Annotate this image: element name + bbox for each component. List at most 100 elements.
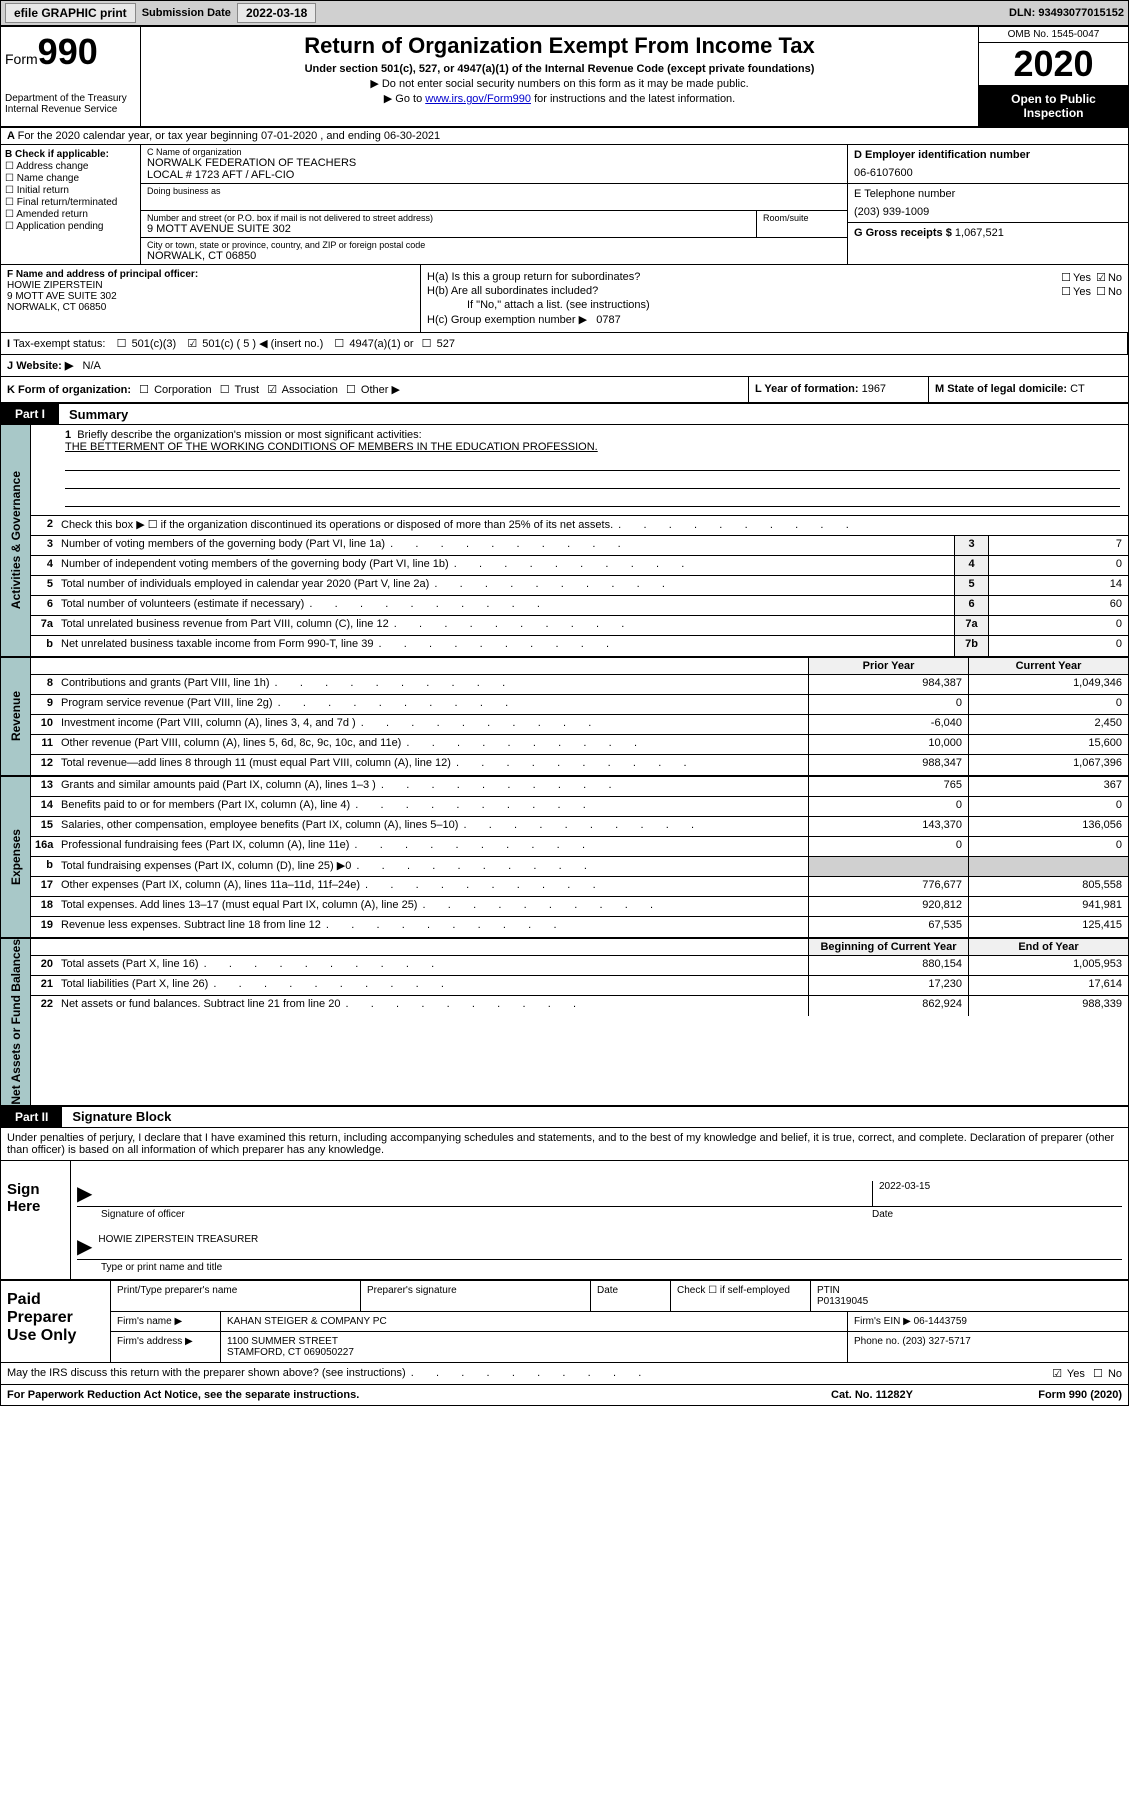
current-year-value: 136,056 [968,817,1128,836]
f-label: F Name and address of principal officer: [7,269,198,280]
note-post: for instructions and the latest informat… [531,93,735,105]
line-value: 14 [988,576,1128,595]
line-desc: Number of voting members of the governin… [57,536,954,555]
line-desc: Salaries, other compensation, employee b… [57,817,808,836]
perjury-statement: Under penalties of perjury, I declare th… [1,1128,1128,1161]
mission-block: 1 Briefly describe the organization's mi… [31,425,1128,516]
summary-line-21: 21 Total liabilities (Part X, line 26) 1… [31,976,1128,996]
ein-label: Firm's EIN ▶ [854,1316,911,1327]
line-num: 22 [31,996,57,1016]
summary-line-2: 2 Check this box ▶ ☐ if the organization… [31,516,1128,536]
efile-button[interactable]: efile GRAPHIC print [5,3,136,23]
current-year-value: 0 [968,837,1128,856]
tax-exempt-status: I Tax-exempt status: 501(c)(3) 501(c) ( … [1,333,1128,354]
submission-date[interactable]: 2022-03-18 [237,3,316,23]
line-desc: Investment income (Part VIII, column (A)… [57,715,808,734]
line-num: b [31,636,57,656]
firm-ein-value: 06-1443759 [914,1316,967,1327]
summary-line-b: b Total fundraising expenses (Part IX, c… [31,857,1128,877]
line-num: 7a [31,616,57,635]
paid-preparer-block: Paid Preparer Use Only Print/Type prepar… [1,1281,1128,1363]
line-num: 8 [31,675,57,694]
k-label: K Form of organization: [7,384,131,396]
chk-other[interactable] [344,384,358,396]
chk-501c[interactable] [185,338,199,350]
chk-initial-return[interactable]: Initial return [5,185,136,196]
line-box: 6 [954,596,988,615]
current-year-value: 1,049,346 [968,675,1128,694]
line-num: 5 [31,576,57,595]
chk-final-return[interactable]: Final return/terminated [5,197,136,208]
signature-label: Signature of officer [101,1209,872,1220]
line-desc: Program service revenue (Part VIII, line… [57,695,808,714]
chk-association[interactable] [265,384,279,396]
chk-trust[interactable] [218,384,232,396]
part-2-title: Signature Block [62,1109,171,1124]
chk-501c3[interactable] [115,338,129,350]
chk-application-pending[interactable]: Application pending [5,221,136,232]
line-num: 6 [31,596,57,615]
discuss-yes[interactable] [1050,1368,1064,1380]
chk-527[interactable] [420,338,434,350]
opt-trust: Trust [234,384,259,396]
paid-body: Print/Type preparer's name Preparer's si… [111,1281,1128,1362]
prior-year-value: -6,040 [808,715,968,734]
hb-note: If "No," attach a list. (see instruction… [427,299,1122,311]
discuss-question: May the IRS discuss this return with the… [7,1367,1050,1380]
form-990-num: 990 [38,31,98,72]
chk-corporation[interactable] [137,384,151,396]
summary-line-19: 19 Revenue less expenses. Subtract line … [31,917,1128,937]
firm-addr2: STAMFORD, CT 069050227 [227,1347,354,1358]
chk-4947[interactable] [332,338,346,350]
ha-yes[interactable] [1059,272,1073,284]
line-box: 5 [954,576,988,595]
col-prior-year: Prior Year [808,658,968,674]
line-num: 4 [31,556,57,575]
org-name-cell: C Name of organization NORWALK FEDERATIO… [141,145,847,184]
officer-name: HOWIE ZIPERSTEIN [7,280,414,291]
org-name-2: LOCAL # 1723 AFT / AFL-CIO [147,169,841,181]
ha-no[interactable] [1094,272,1108,284]
city-label: City or town, state or province, country… [147,240,841,250]
discuss-no[interactable] [1091,1368,1105,1380]
line-num: 2 [31,516,57,535]
e-label: E Telephone number [854,188,955,200]
row-i: I Tax-exempt status: 501(c)(3) 501(c) ( … [1,333,1128,355]
col-current-year: Current Year [968,658,1128,674]
summary-line-13: 13 Grants and similar amounts paid (Part… [31,777,1128,797]
line-num: 16a [31,837,57,856]
line-value: 0 [988,616,1128,635]
org-name: NORWALK FEDERATION OF TEACHERS [147,157,841,169]
dept-irs: Internal Revenue Service [5,104,136,115]
line-value: 7 [988,536,1128,555]
open-inspection: Open to Public Inspection [979,86,1128,126]
street-address: 9 MOTT AVENUE SUITE 302 [147,223,750,235]
j-label: Website: ▶ [16,360,73,372]
firm-addr-label: Firm's address ▶ [111,1332,221,1362]
tax-year: 2020 [979,43,1128,86]
type-name-label: Type or print name and title [77,1262,1122,1273]
gross-receipts-value: 1,067,521 [955,227,1004,239]
page-footer: For Paperwork Reduction Act Notice, see … [1,1385,1128,1405]
note-ssn: Do not enter social security numbers on … [149,77,970,90]
prior-year-value: 920,812 [808,897,968,916]
sign-body: ▶ 2022-03-15 Signature of officer Date ▶… [71,1161,1128,1279]
form-of-org: K Form of organization: Corporation Trus… [1,377,748,402]
cat-number: Cat. No. 11282Y [772,1389,972,1401]
summary-line-12: 12 Total revenue—add lines 8 through 11 … [31,755,1128,775]
prior-year-value: 765 [808,777,968,796]
chk-amended-return[interactable]: Amended return [5,209,136,220]
current-year-value: 805,558 [968,877,1128,896]
section-h: H(a) Is this a group return for subordin… [421,265,1128,332]
chk-address-change[interactable]: Address change [5,161,136,172]
hb-yes[interactable] [1059,286,1073,298]
summary-line-18: 18 Total expenses. Add lines 13–17 (must… [31,897,1128,917]
room-suite-cell: Room/suite [757,211,847,237]
date-label: Date [872,1209,1122,1220]
hb-no[interactable] [1094,286,1108,298]
line-num: 19 [31,917,57,937]
segment-governance: Activities & Governance 1 Briefly descri… [1,425,1128,658]
chk-name-change[interactable]: Name change [5,173,136,184]
irs-link[interactable]: www.irs.gov/Form990 [425,93,531,105]
hb-label: H(b) Are all subordinates included? [427,285,598,297]
